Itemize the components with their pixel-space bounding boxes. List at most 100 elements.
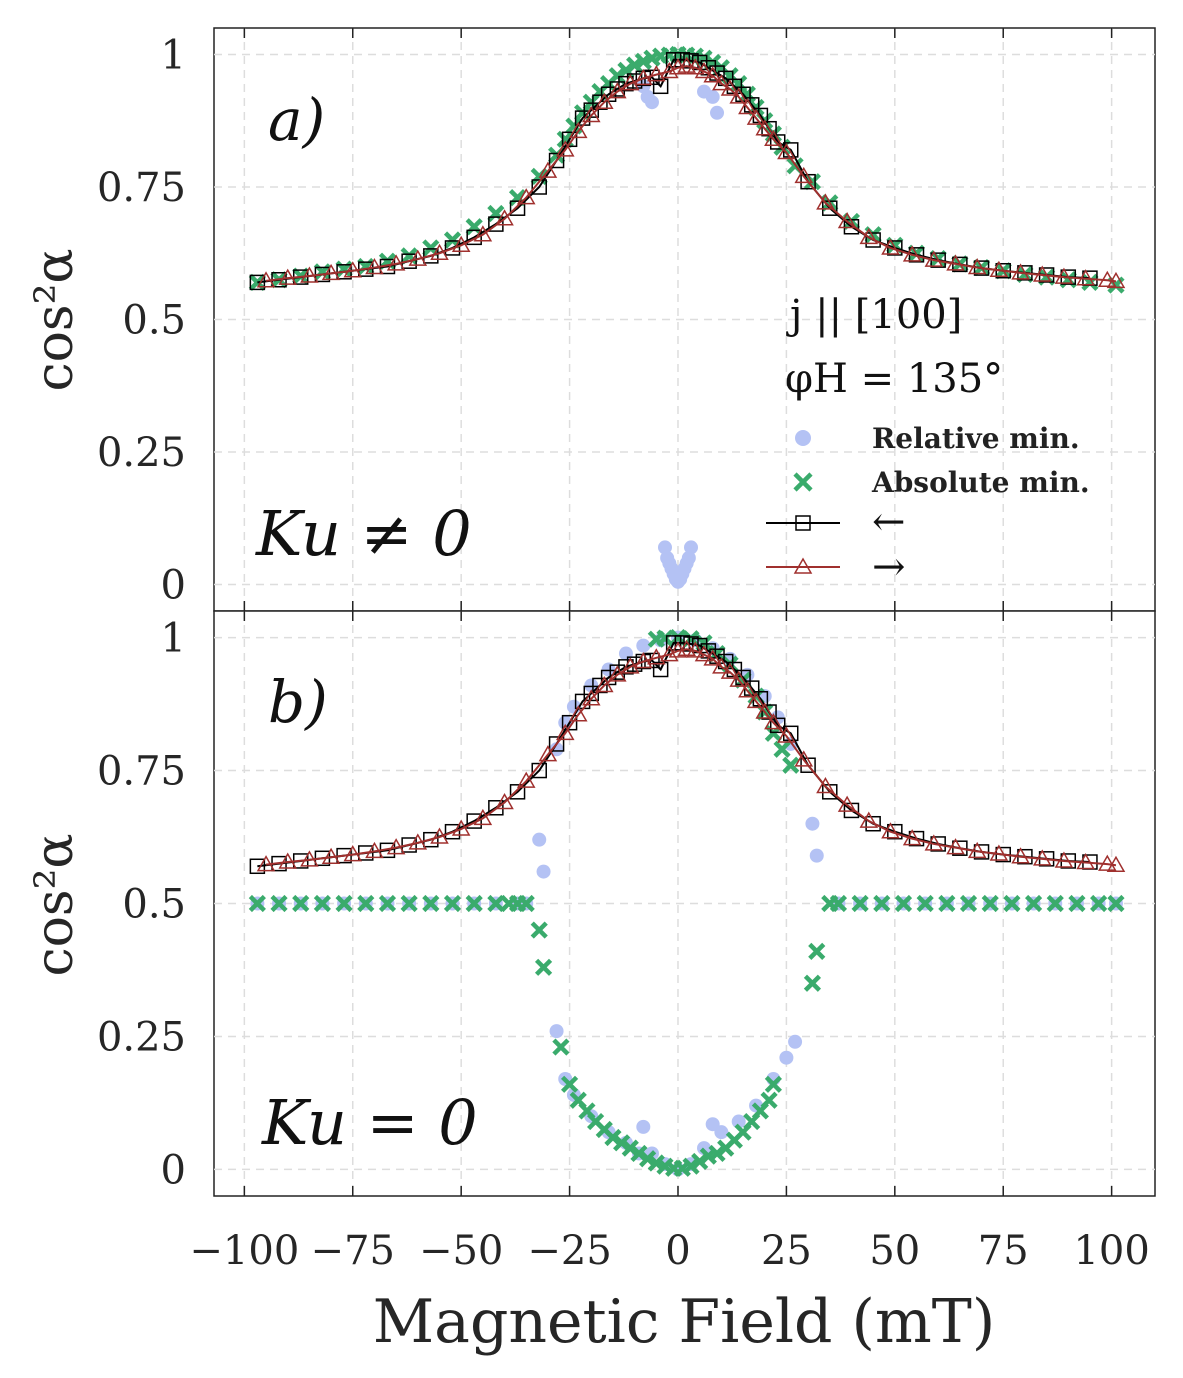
panel-a-grid: [214, 28, 1155, 611]
relative-min-point-18: [697, 84, 712, 99]
forth-sweep-point-29: [720, 79, 740, 96]
absolute-min-point-46: [829, 894, 848, 913]
forth-sweep-point-22: [660, 645, 679, 662]
relative-min-point-31: [731, 1114, 746, 1129]
absolute-min-point-58: [1090, 894, 1108, 913]
legend-label-absolute: Absolute min.: [871, 466, 1090, 499]
forth-sweep-point-45: [989, 844, 1009, 861]
forth-sweep-point-51: [1106, 855, 1126, 872]
forth-sweep-point-42: [924, 250, 944, 267]
forth-sweep-point-49: [1076, 853, 1095, 870]
back-sweep-point-44: [887, 823, 903, 840]
forth-sweep-point-25: [686, 641, 705, 658]
absolute-min-point-10: [465, 218, 483, 236]
forth-sweep-point-43: [946, 254, 965, 271]
forth-sweep-point-17: [594, 92, 614, 109]
absolute-min-point-8: [422, 894, 440, 913]
absolute-min-point-27: [639, 1150, 657, 1168]
back-sweep-point-0: [249, 858, 266, 875]
absolute-min-point-42: [803, 173, 822, 191]
legend-marker-absolute: [793, 472, 813, 492]
forth-sweep-point-35: [777, 143, 796, 160]
panel-b-letter: b): [268, 668, 328, 736]
back-sweep-point-7: [401, 837, 417, 853]
forth-sweep-point-2: [300, 850, 319, 867]
x-tick-label-6: 50: [869, 1228, 920, 1274]
forth-sweep-point-33: [755, 702, 775, 719]
forth-sweep-point-0: [256, 271, 276, 288]
panel-a-marks: [248, 45, 1126, 589]
absolute-min-point-6: [378, 894, 397, 913]
y-tick-label-4: 1: [161, 616, 186, 662]
legend-label-relative: Relative min.: [872, 422, 1080, 455]
panel-b-note: Ku = 0: [261, 1086, 478, 1159]
absolute-min-point-72: [782, 756, 800, 774]
forth-sweep-point-28: [712, 74, 731, 91]
back-sweep-point-13: [531, 762, 547, 779]
forth-sweep-point-20: [634, 68, 653, 86]
forth-sweep-point-39: [859, 811, 879, 828]
forth-sweep-point-46: [1011, 263, 1030, 280]
absolute-min-point-16: [534, 958, 553, 976]
back-sweep-point-12: [509, 784, 526, 800]
relative-min-point-58: [636, 638, 651, 653]
forth-sweep-point-35: [777, 726, 796, 743]
forth-sweep-point-50: [1098, 270, 1117, 288]
back-sweep-point-18: [592, 677, 608, 694]
back-sweep-point-21: [618, 75, 634, 92]
absolute-min-point-11: [487, 894, 505, 913]
forth-sweep-point-12: [516, 771, 536, 788]
x-tick-label-7: 75: [978, 1228, 1029, 1274]
relative-min-point-12: [684, 540, 699, 555]
forth-sweep-point-32: [746, 691, 766, 709]
relative-min-point-16: [549, 1024, 564, 1039]
absolute-min-point-1: [270, 894, 288, 913]
forth-sweep-point-41: [902, 245, 922, 262]
absolute-min-point-33: [691, 1152, 709, 1171]
back-sweep-point-13: [531, 179, 547, 195]
forth-sweep-point-47: [1032, 849, 1052, 866]
relative-min-point-35: [788, 1034, 803, 1049]
forth-sweep-point-6: [386, 838, 406, 855]
relative-min-point-23: [636, 1119, 651, 1134]
x-tick-label-4: 0: [665, 1228, 690, 1274]
back-sweep-point-17: [583, 102, 600, 118]
absolute-min-point-0: [248, 894, 266, 913]
forth-sweep-point-47: [1032, 265, 1052, 282]
back-sweep-point-10: [466, 229, 482, 246]
relative-min-point-37: [809, 848, 824, 863]
back-sweep-point-25: [652, 78, 669, 95]
y-tick-label-4: 1: [161, 33, 186, 79]
forth-sweep-point-38: [837, 211, 857, 229]
forth-sweep-point-13: [538, 161, 558, 178]
absolute-min-point-23: [604, 1128, 622, 1147]
legend-label-forth: →: [872, 544, 906, 590]
forth-sweep-point-0: [256, 855, 276, 872]
relative-min-point-11: [681, 551, 696, 565]
forth-sweep-point-36: [794, 166, 814, 184]
x-tick-label-0: −100: [189, 1228, 299, 1274]
back-sweep-point-37: [761, 120, 777, 137]
forth-sweep-point-9: [451, 235, 471, 253]
forth-sweep-point-9: [451, 819, 471, 836]
panel-a-y-label: cos²α: [25, 248, 85, 391]
relative-min-point-52: [549, 742, 564, 757]
y-tick-label-3: 0.75: [97, 749, 186, 795]
back-sweep-point-14: [548, 152, 565, 169]
relative-min-point-15: [536, 864, 551, 879]
y-tick-label-0: 0: [161, 563, 186, 609]
forth-sweep-point-10: [473, 808, 493, 826]
forth-sweep-point-42: [924, 834, 944, 851]
absolute-min-point-52: [959, 894, 978, 913]
forth-sweep-point-48: [1054, 851, 1074, 868]
forth-sweep-point-34: [764, 713, 783, 730]
forth-sweep-point-27: [703, 649, 722, 666]
absolute-min-point-9: [443, 894, 462, 913]
x-axis-ticks: −100 −75 −50 −25 0 25 50 75 100: [189, 1228, 1149, 1274]
back-sweep-point-8: [423, 831, 439, 848]
absolute-min-point-4: [335, 894, 353, 913]
back-sweep-point-0: [249, 274, 266, 291]
forth-sweep-point-20: [634, 652, 653, 669]
legend-marker-relative: [795, 430, 811, 446]
